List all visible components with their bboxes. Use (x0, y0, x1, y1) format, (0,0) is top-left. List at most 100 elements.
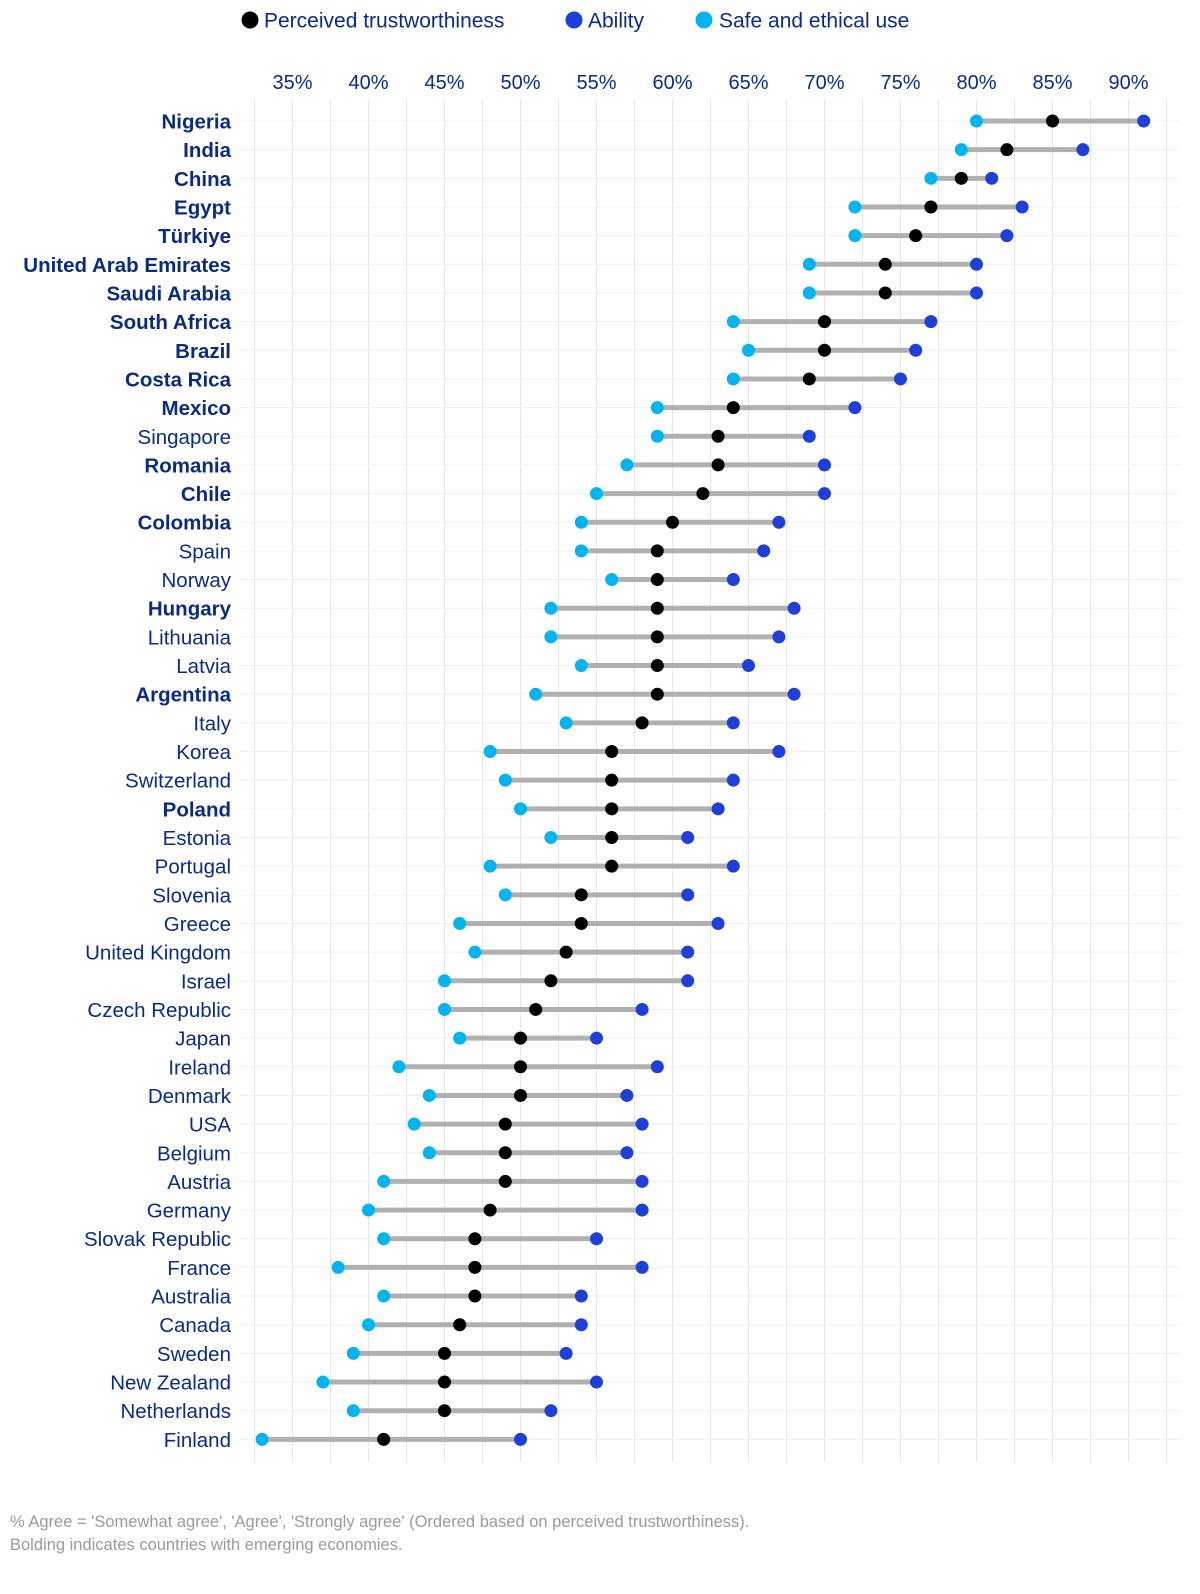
country-row: Switzerland (125, 770, 740, 793)
ability-point (970, 286, 983, 300)
ability-point (894, 372, 907, 386)
country-row: Israel (181, 970, 695, 993)
country-row: Poland (163, 798, 725, 821)
country-row: Romania (144, 454, 831, 477)
trust-point (605, 773, 619, 787)
ability-point (742, 659, 755, 673)
trust-point (635, 716, 649, 730)
trust-point (468, 1260, 482, 1274)
country-label: Chile (181, 483, 231, 506)
trust-point (438, 1375, 451, 1389)
country-row: United Arab Emirates (23, 254, 983, 277)
country-row: Türkiye (158, 225, 1014, 248)
safe-ethical-point (377, 1174, 391, 1188)
country-label: Poland (163, 798, 231, 821)
ability-point (620, 1146, 634, 1160)
country-row: Netherlands (120, 1400, 558, 1423)
country-label: Lithuania (148, 626, 232, 649)
ability-point (1000, 229, 1014, 243)
ability-point (1015, 200, 1029, 214)
country-label: Greece (164, 913, 231, 936)
x-tick-label: 35% (272, 72, 312, 94)
safe-ethical-point (650, 429, 664, 443)
country-label: Portugal (155, 856, 231, 879)
trust-point (605, 802, 619, 816)
country-label: Czech Republic (87, 999, 231, 1022)
trust-point (650, 573, 664, 587)
ability-point (726, 716, 740, 730)
country-row: Greece (164, 913, 725, 936)
ability-point (635, 1203, 649, 1217)
safe-ethical-point (346, 1346, 360, 1360)
safe-ethical-point (255, 1432, 269, 1446)
safe-ethical-point (407, 1117, 421, 1131)
country-label: Italy (193, 712, 231, 735)
country-row: United Kingdom (85, 942, 695, 965)
country-row: Brazil (175, 340, 923, 363)
ability-point (924, 315, 938, 329)
country-label: Belgium (157, 1142, 231, 1165)
country-row: Finland (164, 1429, 527, 1452)
trust-point (650, 630, 664, 644)
ability-point (574, 1289, 588, 1303)
safe-ethical-point (544, 601, 558, 615)
chart-legend: Perceived trustworthiness Ability Safe and… (241, 10, 909, 33)
trust-point (438, 1346, 451, 1360)
trust-point (711, 429, 725, 443)
country-label: Argentina (135, 684, 231, 707)
trust-point (954, 171, 968, 185)
country-row: Nigeria (162, 111, 1151, 134)
ability-point (772, 515, 786, 529)
safe-ethical-point (377, 1232, 391, 1246)
ability-point (818, 458, 831, 472)
country-label: United Arab Emirates (23, 254, 231, 277)
ability-point (514, 1432, 527, 1446)
safe-ethical-point (954, 143, 968, 157)
safe-ethical-point (422, 1088, 436, 1102)
country-row: Slovenia (152, 884, 695, 907)
safe-ethical-point (544, 630, 558, 644)
trust-point (711, 458, 725, 472)
ability-point (544, 1404, 558, 1418)
country-row: Canada (159, 1314, 588, 1337)
ability-point (635, 1117, 649, 1131)
trust-point (498, 1117, 512, 1131)
trust-point (514, 1088, 527, 1102)
country-label: India (183, 139, 231, 162)
trust-point (498, 1174, 512, 1188)
country-label: Netherlands (120, 1400, 231, 1423)
country-row: China (174, 168, 999, 191)
safe-ethical-point (453, 916, 467, 930)
country-row: Egypt (174, 196, 1029, 219)
country-label: Slovak Republic (84, 1228, 231, 1251)
trust-point (802, 372, 816, 386)
safe-ethical-point (377, 1289, 391, 1303)
country-row: Argentina (135, 684, 801, 707)
country-row: Estonia (163, 827, 695, 850)
ability-point (757, 544, 771, 558)
trust-point (559, 945, 573, 959)
safe-ethical-point (453, 1031, 467, 1045)
country-label: South Africa (110, 311, 232, 334)
ability-point (772, 630, 786, 644)
trust-point (650, 687, 664, 701)
trust-point (818, 315, 831, 329)
x-tick-label: 90% (1108, 72, 1148, 94)
ability-point (590, 1232, 603, 1246)
country-label: Austria (167, 1171, 231, 1194)
country-row: Lithuania (148, 626, 786, 649)
legend-marker (241, 11, 259, 29)
ability-point (1076, 143, 1090, 157)
legend-marker (695, 11, 713, 29)
trust-point (514, 1060, 527, 1074)
country-row: Czech Republic (87, 999, 649, 1022)
trust-point (650, 659, 664, 673)
ability-point (681, 888, 695, 902)
chart-rows: Nigeria India China Egypt Türkiye United Arab… (23, 111, 1151, 1452)
trust-point (498, 1146, 512, 1160)
trust-point (878, 257, 892, 271)
country-label: Singapore (138, 426, 231, 449)
country-label: Denmark (148, 1085, 232, 1108)
safe-ethical-point (483, 859, 497, 873)
